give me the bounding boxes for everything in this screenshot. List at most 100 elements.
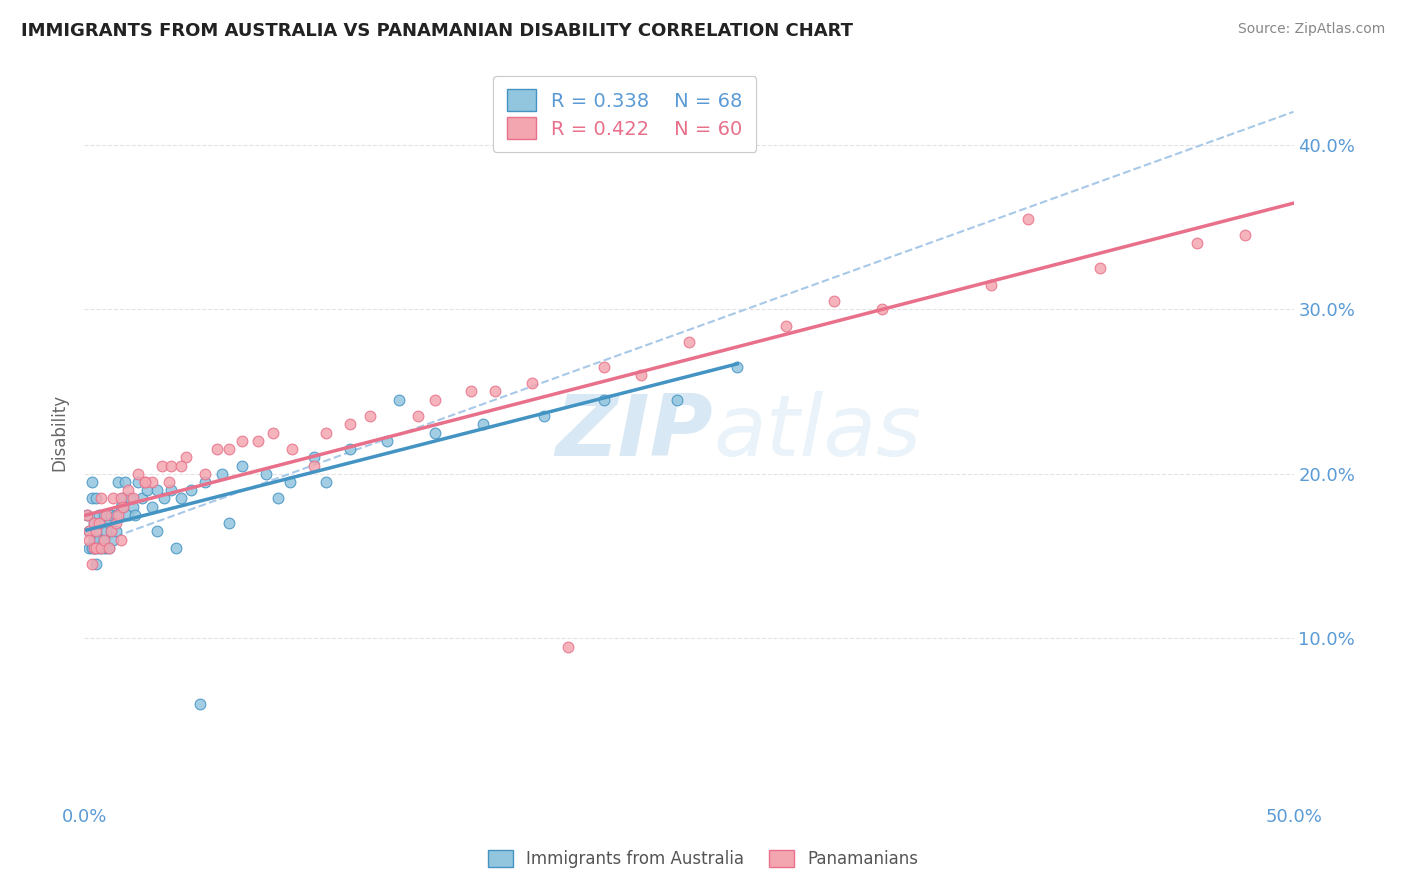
Point <box>86 558 108 572</box>
Point <box>110 500 132 514</box>
Point <box>1088 261 1111 276</box>
Point <box>174 450 197 465</box>
Point <box>533 409 555 424</box>
Point <box>104 516 127 530</box>
Y-axis label: Disability: Disability <box>51 394 69 471</box>
Point <box>678 335 700 350</box>
Point <box>87 516 110 530</box>
Point <box>136 483 159 498</box>
Point <box>86 524 108 539</box>
Point <box>180 483 202 498</box>
Point <box>97 516 120 530</box>
Point <box>131 491 153 506</box>
Point <box>315 425 337 440</box>
Point <box>484 384 506 399</box>
Point <box>87 508 110 522</box>
Point <box>80 558 103 572</box>
Point <box>100 508 122 522</box>
Point <box>423 392 446 407</box>
Point <box>117 508 139 522</box>
Point <box>375 434 398 448</box>
Point <box>112 500 135 514</box>
Point <box>170 458 193 473</box>
Point <box>83 516 105 530</box>
Point <box>94 541 117 555</box>
Point <box>117 483 139 498</box>
Point <box>107 475 129 489</box>
Point <box>121 491 143 506</box>
Point <box>315 475 337 489</box>
Point <box>665 392 688 407</box>
Point <box>141 475 163 489</box>
Point <box>207 442 229 456</box>
Point <box>80 491 103 506</box>
Point <box>112 491 135 506</box>
Point <box>86 524 108 539</box>
Point <box>76 508 98 522</box>
Point <box>107 508 129 522</box>
Point <box>86 541 108 555</box>
Point <box>94 508 117 522</box>
Point <box>359 409 381 424</box>
Point <box>90 516 112 530</box>
Point <box>388 392 411 407</box>
Point <box>83 516 105 530</box>
Point <box>775 318 797 333</box>
Point <box>247 434 270 448</box>
Point <box>823 293 845 308</box>
Point <box>124 508 146 522</box>
Point <box>93 508 115 522</box>
Point <box>593 359 616 374</box>
Point <box>231 434 253 448</box>
Point <box>267 491 290 506</box>
Point <box>77 533 100 547</box>
Point <box>472 417 495 432</box>
Point <box>103 533 125 547</box>
Point <box>110 533 132 547</box>
Text: Source: ZipAtlas.com: Source: ZipAtlas.com <box>1237 22 1385 37</box>
Point <box>100 524 122 539</box>
Point <box>86 491 108 506</box>
Point <box>339 417 361 432</box>
Point <box>97 541 120 555</box>
Point <box>90 541 112 555</box>
Point <box>114 475 136 489</box>
Point <box>120 491 142 506</box>
Point <box>190 697 212 711</box>
Point <box>194 467 217 481</box>
Point <box>103 491 125 506</box>
Point <box>630 368 652 382</box>
Point <box>262 425 284 440</box>
Point <box>86 541 108 555</box>
Point <box>93 533 115 547</box>
Point <box>80 541 103 555</box>
Point <box>77 524 100 539</box>
Point <box>90 541 112 555</box>
Point <box>93 533 115 547</box>
Point <box>980 277 1002 292</box>
Text: atlas: atlas <box>713 391 921 475</box>
Point <box>127 467 149 481</box>
Point <box>77 541 100 555</box>
Point <box>218 516 240 530</box>
Point <box>134 475 156 489</box>
Point <box>1017 211 1039 226</box>
Point <box>87 533 110 547</box>
Point <box>1185 236 1208 251</box>
Point <box>281 442 304 456</box>
Point <box>194 475 217 489</box>
Point <box>87 541 110 555</box>
Legend: R = 0.338    N = 68, R = 0.422    N = 60: R = 0.338 N = 68, R = 0.422 N = 60 <box>494 76 756 153</box>
Point <box>254 467 277 481</box>
Point <box>83 533 105 547</box>
Point <box>104 524 127 539</box>
Point <box>1234 228 1257 243</box>
Point <box>170 491 193 506</box>
Point <box>121 500 143 514</box>
Point <box>146 483 169 498</box>
Point <box>302 450 325 465</box>
Point <box>157 475 180 489</box>
Point <box>76 508 98 522</box>
Point <box>94 524 117 539</box>
Point <box>134 475 156 489</box>
